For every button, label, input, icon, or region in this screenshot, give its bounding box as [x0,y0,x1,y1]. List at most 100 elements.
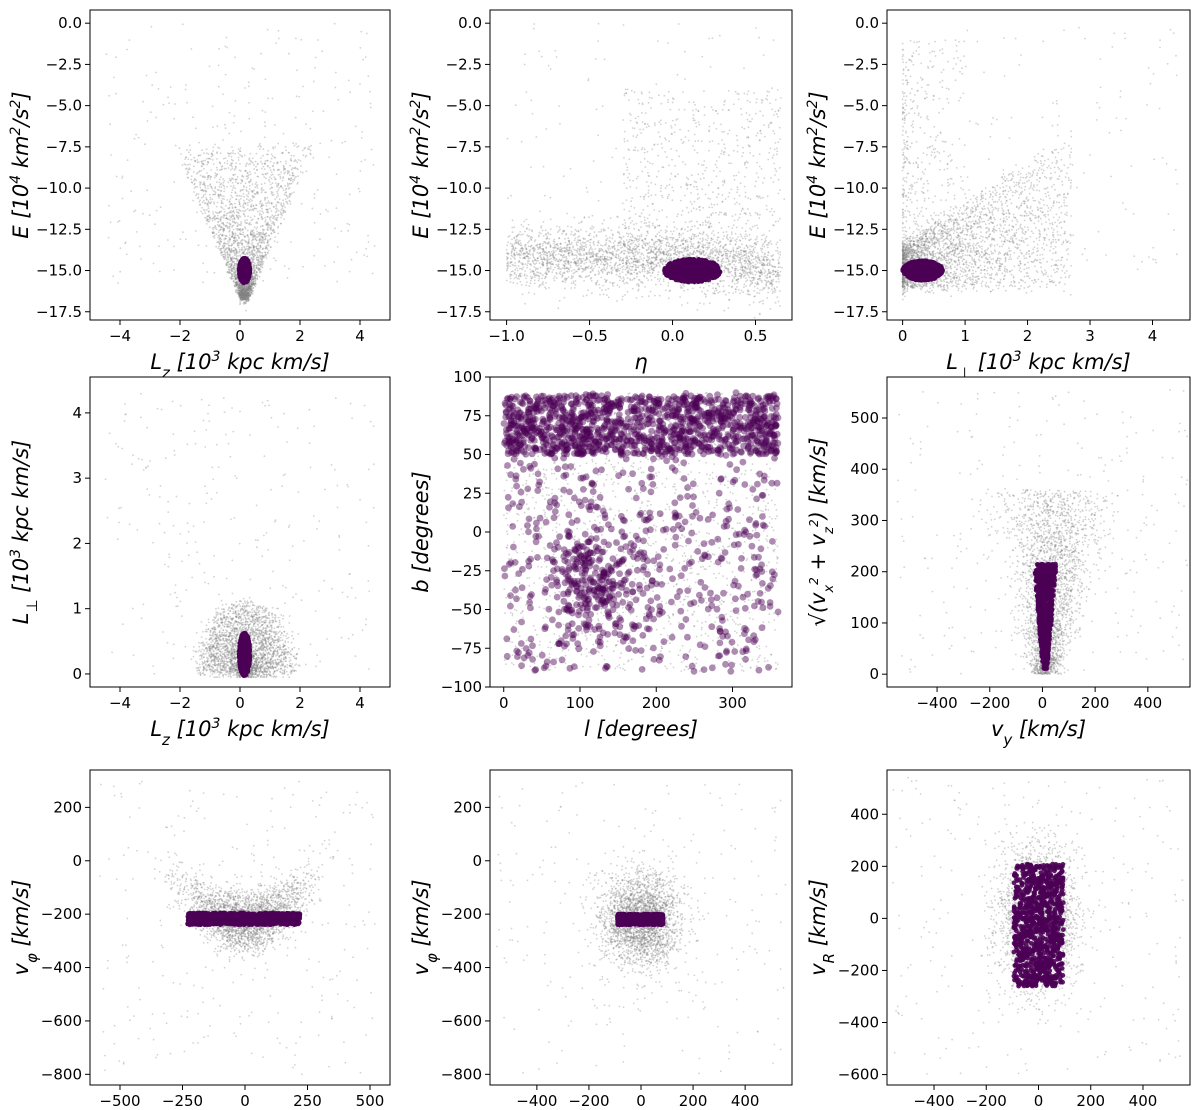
data-point [359,83,361,86]
data-point [264,219,267,222]
data-point [238,284,241,287]
data-point [270,216,272,218]
data-point [269,218,271,221]
data-point [258,247,261,250]
data-point [629,232,632,235]
data-point [265,246,268,249]
data-point [244,290,247,293]
data-point [197,193,200,196]
data-point [259,269,262,271]
data-point [210,152,213,155]
data-point [243,290,246,292]
data-point [226,227,229,230]
data-point [223,250,226,252]
data-point [282,202,285,205]
data-point [232,152,234,155]
data-point [230,244,233,247]
data-point [266,153,268,156]
data-point [364,56,367,58]
data-point [253,249,256,252]
data-point [240,295,243,298]
data-point [236,239,239,242]
data-point [288,177,290,180]
data-point [212,217,214,220]
data-point [241,296,244,299]
data-point [239,227,242,230]
data-point [667,297,670,300]
data-point [522,225,525,228]
data-point [243,293,245,295]
data-point [199,182,202,185]
data-point [721,254,723,257]
data-point [212,193,214,196]
data-point [367,234,369,237]
data-point [251,275,254,278]
data-point [223,253,226,256]
data-point [621,268,624,271]
data-point [266,227,269,230]
data-point [207,220,209,223]
data-point [242,185,245,187]
data-point [237,287,240,290]
data-point [611,269,614,271]
data-point [244,294,247,297]
data-point [151,84,154,87]
data-point [237,289,240,292]
data-point [247,290,249,292]
data-point [245,241,247,244]
data-point [264,160,267,162]
data-point [235,211,238,213]
data-point [230,155,233,158]
data-point [235,249,238,251]
data-point [289,164,292,167]
data-point [226,46,229,49]
data-point [253,271,256,273]
data-point [626,246,628,249]
data-point [256,187,259,189]
data-point [309,149,312,152]
data-point [229,256,232,259]
data-point [226,226,229,228]
data-point [217,234,220,237]
data-point [223,255,226,258]
data-point [207,218,210,221]
data-point [288,199,291,202]
data-point [184,238,187,241]
data-point [254,238,257,240]
data-point [249,293,252,296]
data-point [246,284,248,286]
data-point [199,199,202,202]
data-point [184,88,187,91]
data-point [246,288,249,291]
data-point [515,251,518,254]
data-point [269,216,271,219]
data-point [228,236,231,239]
data-point [657,273,659,276]
data-point [231,177,234,179]
data-point [105,53,108,56]
data-point [249,216,252,219]
data-point [240,284,243,287]
data-point [762,302,764,305]
data-point [204,184,207,187]
data-point [221,234,224,237]
data-point [341,141,344,144]
data-point [241,284,244,287]
data-point [259,148,261,151]
data-point [255,264,257,267]
data-point [302,265,304,268]
data-point [259,200,262,203]
data-point [187,164,189,166]
data-point [243,294,246,296]
data-point [109,123,111,126]
data-point [262,148,265,151]
data-point [223,214,226,217]
data-point [240,296,242,298]
data-point [247,291,250,294]
data-point [729,243,731,246]
data-point [237,216,240,219]
data-point [245,288,248,290]
data-point [214,215,216,218]
data-point [261,232,264,235]
data-point [248,254,251,257]
